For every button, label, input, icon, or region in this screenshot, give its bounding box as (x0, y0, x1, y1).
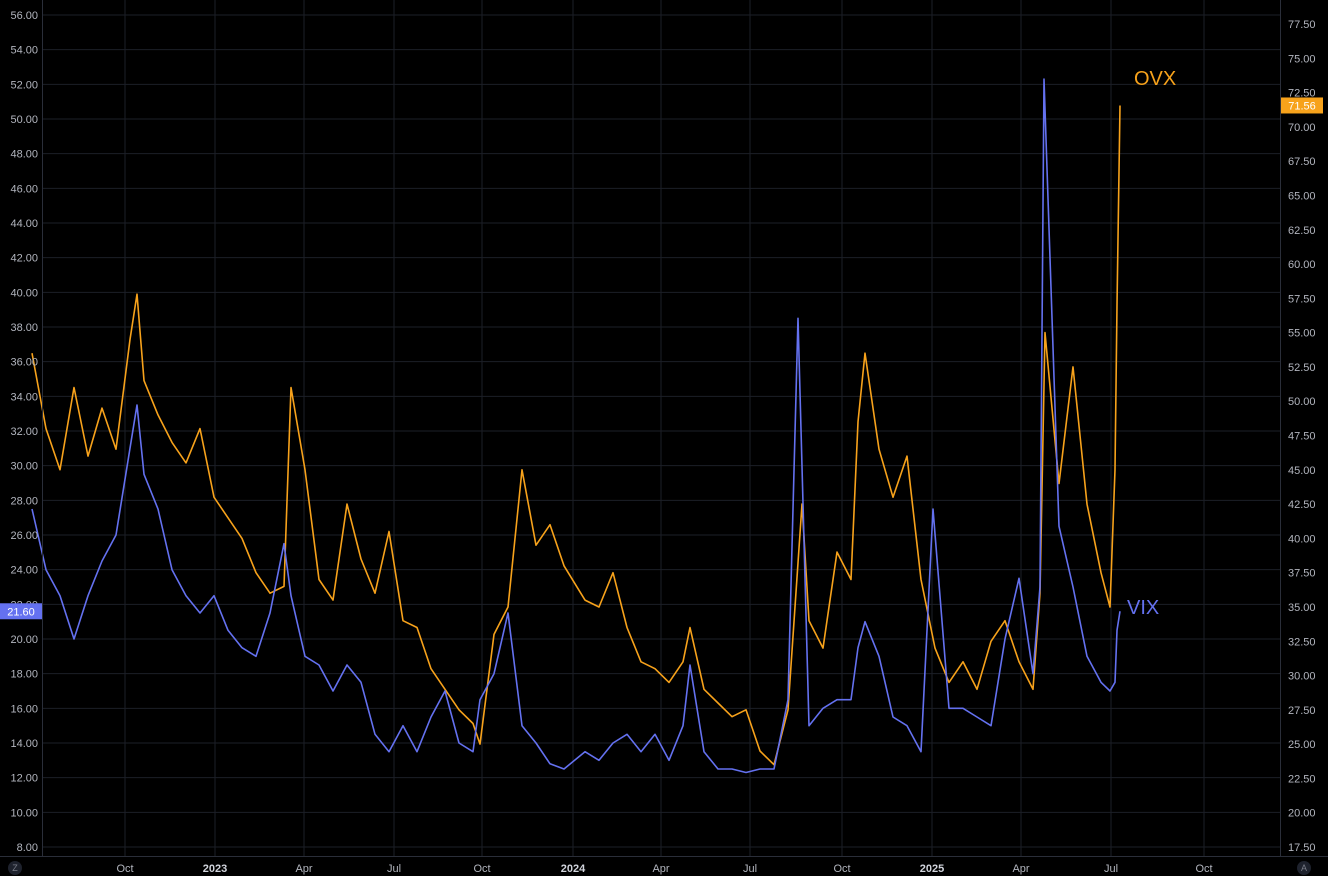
left-tick-label: 16.00 (10, 703, 38, 715)
right-tick-label: 42.50 (1288, 499, 1316, 511)
right-tick-label: 32.50 (1288, 636, 1316, 648)
series-name-labels: OVX VIX (1127, 68, 1176, 619)
right-tick-label: 60.00 (1288, 259, 1316, 271)
left-tick-label: 26.00 (10, 530, 38, 542)
x-tick-label: Apr (1012, 863, 1029, 875)
right-tick-label: 72.50 (1288, 88, 1316, 100)
right-tick-label: 22.50 (1288, 773, 1316, 785)
last-value-badges: 71.56 21.60 (0, 97, 1323, 620)
corner-left-button[interactable]: Z (8, 861, 22, 875)
vix-series-label: VIX (1127, 597, 1159, 619)
time-axis-ticks[interactable]: Oct 2023 Apr Jul Oct 2024 Apr Jul Oct 2025 Apr Jul O… (116, 863, 1212, 875)
x-tick-label: 2025 (920, 863, 944, 875)
left-axis-ticks[interactable]: 8.0010.0012.0014.0016.0018.0020.0022.002… (10, 10, 38, 854)
right-tick-label: 27.50 (1288, 705, 1316, 717)
x-tick-label: Apr (295, 863, 312, 875)
ovx-series-label: OVX (1134, 68, 1176, 90)
left-tick-label: 54.00 (10, 45, 38, 57)
corner-right-button[interactable]: A (1297, 861, 1311, 875)
right-tick-label: 25.00 (1288, 739, 1316, 751)
grid-lines (43, 0, 1280, 856)
x-tick-label: Jul (743, 863, 757, 875)
x-tick-label: Jul (387, 863, 401, 875)
left-tick-label: 32.00 (10, 426, 38, 438)
right-tick-label: 20.00 (1288, 808, 1316, 820)
right-tick-label: 17.50 (1288, 842, 1316, 854)
left-tick-label: 12.00 (10, 773, 38, 785)
x-tick-label: Oct (833, 863, 850, 875)
left-tick-label: 34.00 (10, 391, 38, 403)
right-tick-label: 62.50 (1288, 225, 1316, 237)
x-tick-label: 2023 (203, 863, 227, 875)
right-tick-label: 77.50 (1288, 19, 1316, 31)
left-tick-label: 30.00 (10, 461, 38, 473)
right-tick-label: 55.00 (1288, 328, 1316, 340)
left-tick-label: 20.00 (10, 634, 38, 646)
left-tick-label: 42.00 (10, 253, 38, 265)
left-tick-label: 48.00 (10, 149, 38, 161)
corner-left-label: Z (12, 863, 18, 873)
right-tick-label: 35.00 (1288, 602, 1316, 614)
left-tick-label: 52.00 (10, 79, 38, 91)
right-tick-label: 75.00 (1288, 53, 1316, 65)
left-tick-label: 38.00 (10, 322, 38, 334)
left-tick-label: 24.00 (10, 565, 38, 577)
x-tick-label: Oct (473, 863, 490, 875)
left-tick-label: 50.00 (10, 114, 38, 126)
left-tick-label: 10.00 (10, 807, 38, 819)
right-tick-label: 65.00 (1288, 190, 1316, 202)
right-tick-label: 70.00 (1288, 122, 1316, 134)
left-tick-label: 56.00 (10, 10, 38, 22)
left-tick-label: 28.00 (10, 495, 38, 507)
right-tick-label: 47.50 (1288, 431, 1316, 443)
left-tick-label: 8.00 (17, 842, 38, 854)
x-tick-label: 2024 (561, 863, 586, 875)
right-tick-label: 45.00 (1288, 465, 1316, 477)
right-tick-label: 57.50 (1288, 293, 1316, 305)
ovx-series-line[interactable] (31, 105, 1121, 766)
right-tick-label: 52.50 (1288, 362, 1316, 374)
ovx-last-value-badge (1281, 97, 1323, 114)
right-tick-label: 50.00 (1288, 396, 1316, 408)
x-tick-label: Apr (652, 863, 669, 875)
right-tick-label: 40.00 (1288, 533, 1316, 545)
right-tick-label: 67.50 (1288, 156, 1316, 168)
vix-series-line[interactable] (31, 78, 1121, 774)
left-tick-label: 18.00 (10, 669, 38, 681)
left-tick-label: 44.00 (10, 218, 38, 230)
left-tick-label: 36.00 (10, 357, 38, 369)
x-tick-label: Oct (116, 863, 133, 875)
vix-last-value-text: 21.60 (7, 606, 35, 618)
right-tick-label: 37.50 (1288, 568, 1316, 580)
right-axis-ticks[interactable]: 17.50 20.00 22.50 25.00 27.50 30.00 32.50 35.00… (1288, 19, 1316, 854)
vix-last-value-badge (0, 603, 42, 620)
series-lines (31, 78, 1121, 774)
x-tick-label: Oct (1195, 863, 1212, 875)
corner-right-label: A (1301, 863, 1307, 873)
x-tick-label: Jul (1104, 863, 1118, 875)
left-tick-label: 14.00 (10, 738, 38, 750)
left-tick-label: 46.00 (10, 183, 38, 195)
left-tick-label: 40.00 (10, 287, 38, 299)
ovx-last-value-text: 71.56 (1288, 100, 1316, 112)
right-tick-label: 30.00 (1288, 671, 1316, 683)
